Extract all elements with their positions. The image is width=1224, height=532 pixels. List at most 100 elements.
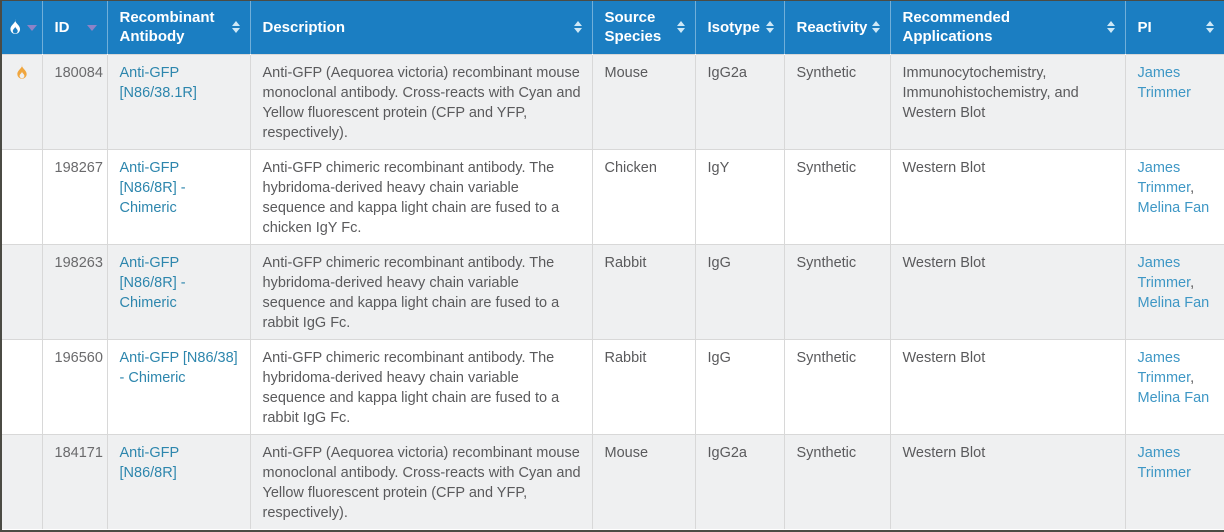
cell-antibody: Anti-GFP [N86/38.1R] <box>106 53 250 149</box>
cell-applications: Western Blot <box>889 148 1125 244</box>
cell-reactivity: Synthetic <box>783 338 890 434</box>
cell-reactivity: Synthetic <box>783 53 890 149</box>
column-header-inner: PI <box>1137 18 1214 37</box>
sort-up-arrow <box>871 21 880 27</box>
antibody-link[interactable]: Anti-GFP [N86/38] - Chimeric <box>119 349 238 386</box>
cell-antibody: Anti-GFP [N86/8R] - Chimeric <box>106 243 250 339</box>
column-header-hot[interactable] <box>2 1 42 54</box>
sort-icon[interactable] <box>871 21 880 34</box>
column-header-isotype[interactable]: Isotype <box>694 1 784 54</box>
cell-source: Rabbit <box>591 338 695 434</box>
antibody-link[interactable]: Anti-GFP [N86/38.1R] <box>119 64 197 101</box>
column-label-antibody: Recombinant Antibody <box>119 9 215 46</box>
column-label-reactivity: Reactivity <box>796 18 868 36</box>
cell-hot <box>2 243 42 339</box>
cell-isotype: IgG2a <box>694 433 784 529</box>
cell-isotype: IgG2a <box>694 53 784 149</box>
cell-applications: Immunocytochemistry, Immunohistochemistr… <box>889 53 1125 149</box>
sort-up-arrow <box>676 21 685 27</box>
cell-source: Rabbit <box>591 243 695 339</box>
column-header-inner: ID <box>55 18 97 37</box>
sort-icon[interactable] <box>1106 21 1115 34</box>
flame-icon <box>10 19 21 35</box>
cell-isotype: IgG <box>694 338 784 434</box>
cell-hot <box>2 148 42 244</box>
sort-up-arrow <box>1206 21 1214 27</box>
pi-link[interactable]: Melina Fan <box>1137 294 1210 311</box>
column-label-id: ID <box>54 18 70 36</box>
pi-link[interactable]: James Trimmer <box>1137 159 1191 196</box>
caret-down-icon[interactable] <box>86 25 97 32</box>
antibody-link[interactable]: Anti-GFP [N86/8R] - Chimeric <box>119 254 186 311</box>
cell-description: Anti-GFP (Aequorea victoria) recombinant… <box>249 433 592 529</box>
hot-flame-icon <box>17 64 27 79</box>
antibody-link[interactable]: Anti-GFP [N86/8R] <box>119 444 179 481</box>
cell-pi: James Trimmer <box>1124 53 1224 149</box>
caret-down-icon[interactable] <box>26 25 37 32</box>
column-header-inner: Reactivity <box>797 18 880 37</box>
column-label-source: Source Species <box>604 9 662 46</box>
table-row: 198263 Anti-GFP [N86/8R] - Chimeric Anti-G… <box>2 243 1224 339</box>
sort-up-arrow <box>765 21 774 27</box>
cell-source: Mouse <box>591 433 695 529</box>
cell-id: 180084 <box>41 53 107 149</box>
column-header-antibody[interactable]: Recombinant Antibody <box>106 1 250 54</box>
column-label-isotype: Isotype <box>707 18 761 36</box>
cell-isotype: IgG <box>694 243 784 339</box>
cell-id: 196560 <box>41 338 107 434</box>
cell-antibody: Anti-GFP [N86/38] - Chimeric <box>106 338 250 434</box>
cell-isotype: IgY <box>694 148 784 244</box>
column-header-inner: Recommended Applications <box>903 8 1115 46</box>
antibody-link[interactable]: Anti-GFP [N86/8R] - Chimeric <box>119 159 186 216</box>
table-row: 180084 Anti-GFP [N86/38.1R] Anti-GFP (Aequ… <box>2 53 1224 149</box>
cell-antibody: Anti-GFP [N86/8R] <box>106 433 250 529</box>
column-header-inner <box>7 18 37 36</box>
cell-pi: James Trimmer <box>1124 433 1224 529</box>
column-header-id[interactable]: ID <box>41 1 107 54</box>
sort-down-arrow <box>871 28 880 34</box>
cell-reactivity: Synthetic <box>783 148 890 244</box>
column-header-reactivity[interactable]: Reactivity <box>783 1 890 54</box>
sort-icon[interactable] <box>765 21 774 34</box>
pi-link[interactable]: James Trimmer <box>1137 444 1191 481</box>
column-header-source[interactable]: Source Species <box>591 1 695 54</box>
sort-icon[interactable] <box>573 21 582 34</box>
pi-link[interactable]: Melina Fan <box>1137 389 1210 406</box>
table-body: 180084 Anti-GFP [N86/38.1R] Anti-GFP (Aequ… <box>2 53 1224 529</box>
sort-icon[interactable] <box>1206 21 1214 34</box>
table-row: 196560 Anti-GFP [N86/38] - Chimeric Anti-G… <box>2 338 1224 434</box>
cell-hot <box>2 338 42 434</box>
sort-down-arrow <box>1106 28 1115 34</box>
sort-down-arrow <box>765 28 774 34</box>
cell-pi: James Trimmer, Melina Fan <box>1124 243 1224 339</box>
sort-down-arrow <box>1206 28 1214 34</box>
column-header-description[interactable]: Description <box>249 1 592 54</box>
pi-link[interactable]: James Trimmer <box>1137 254 1191 291</box>
cell-description: Anti-GFP chimeric recombinant antibody. … <box>249 338 592 434</box>
cell-source: Mouse <box>591 53 695 149</box>
cell-reactivity: Synthetic <box>783 243 890 339</box>
column-header-pi[interactable]: PI <box>1124 1 1224 54</box>
column-header-applications[interactable]: Recommended Applications <box>889 1 1125 54</box>
sort-icon[interactable] <box>676 21 685 34</box>
pi-link[interactable]: Melina Fan <box>1137 199 1210 216</box>
pi-link[interactable]: James Trimmer <box>1137 64 1191 101</box>
sort-down-arrow <box>573 28 582 34</box>
sort-down-arrow <box>231 28 240 34</box>
column-label-applications: Recommended Applications <box>902 9 1011 46</box>
column-header-inner: Isotype <box>708 18 774 37</box>
cell-antibody: Anti-GFP [N86/8R] - Chimeric <box>106 148 250 244</box>
sort-up-arrow <box>1106 21 1115 27</box>
sort-icon[interactable] <box>231 21 240 34</box>
cell-pi: James Trimmer, Melina Fan <box>1124 148 1224 244</box>
cell-hot <box>2 53 42 149</box>
cell-pi: James Trimmer, Melina Fan <box>1124 338 1224 434</box>
pi-link[interactable]: James Trimmer <box>1137 349 1191 386</box>
column-label-pi: PI <box>1137 18 1152 36</box>
cell-description: Anti-GFP chimeric recombinant antibody. … <box>249 148 592 244</box>
cell-description: Anti-GFP chimeric recombinant antibody. … <box>249 243 592 339</box>
cell-hot <box>2 433 42 529</box>
column-header-inner: Source Species <box>605 8 685 46</box>
